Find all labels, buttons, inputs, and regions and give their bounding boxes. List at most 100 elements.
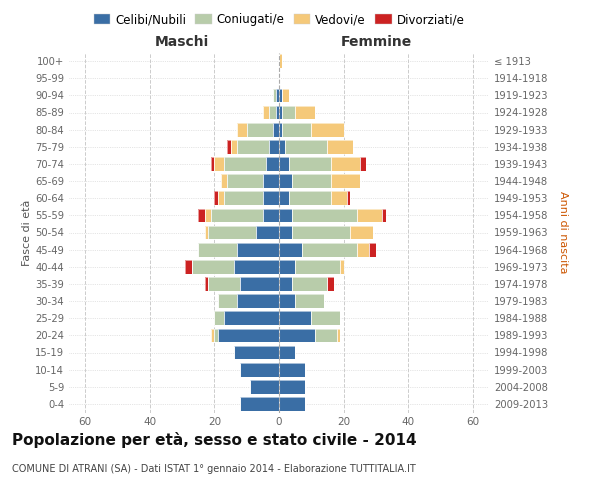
Bar xyxy=(347,192,350,205)
Bar xyxy=(328,277,334,291)
Bar xyxy=(224,157,266,171)
Bar xyxy=(211,328,214,342)
Bar xyxy=(279,226,292,239)
Bar xyxy=(192,260,234,274)
Bar xyxy=(214,192,218,205)
Bar xyxy=(230,140,237,153)
Text: Popolazione per età, sesso e stato civile - 2014: Popolazione per età, sesso e stato civil… xyxy=(12,432,416,448)
Bar xyxy=(208,277,240,291)
Bar xyxy=(340,260,344,274)
Bar xyxy=(263,106,269,120)
Bar xyxy=(234,346,279,360)
Bar xyxy=(360,157,366,171)
Y-axis label: Fasce di età: Fasce di età xyxy=(22,200,32,266)
Bar xyxy=(211,208,263,222)
Bar xyxy=(279,226,292,239)
Bar xyxy=(331,157,360,171)
Bar xyxy=(211,157,214,171)
Bar xyxy=(230,140,237,153)
Bar xyxy=(292,226,350,239)
Bar xyxy=(279,328,314,342)
Bar xyxy=(331,174,360,188)
Bar xyxy=(350,226,373,239)
Bar xyxy=(198,243,237,256)
Bar xyxy=(218,294,237,308)
Bar xyxy=(337,328,340,342)
Bar xyxy=(269,106,276,120)
Bar xyxy=(205,277,208,291)
Bar xyxy=(276,106,279,120)
Bar xyxy=(350,226,373,239)
Bar xyxy=(279,294,295,308)
Bar xyxy=(205,226,208,239)
Bar xyxy=(276,88,279,102)
Bar xyxy=(328,140,353,153)
Bar xyxy=(279,380,305,394)
Bar xyxy=(279,260,295,274)
Bar xyxy=(295,294,324,308)
Bar xyxy=(237,243,279,256)
Bar xyxy=(240,397,279,411)
Bar xyxy=(279,88,282,102)
Bar xyxy=(240,397,279,411)
Bar xyxy=(370,243,376,256)
Bar xyxy=(237,140,269,153)
Bar xyxy=(269,140,279,153)
Bar xyxy=(331,192,347,205)
Bar xyxy=(214,157,224,171)
Bar xyxy=(227,174,263,188)
Bar xyxy=(240,277,279,291)
Bar xyxy=(328,140,353,153)
Bar xyxy=(279,243,302,256)
Bar xyxy=(214,328,218,342)
Bar xyxy=(279,140,286,153)
Bar xyxy=(263,192,279,205)
Bar xyxy=(237,123,247,136)
Bar xyxy=(263,208,279,222)
Bar xyxy=(382,208,386,222)
Bar xyxy=(272,88,276,102)
Bar xyxy=(286,140,328,153)
Text: COMUNE DI ATRANI (SA) - Dati ISTAT 1° gennaio 2014 - Elaborazione TUTTITALIA.IT: COMUNE DI ATRANI (SA) - Dati ISTAT 1° ge… xyxy=(12,464,416,474)
Bar xyxy=(198,243,237,256)
Bar xyxy=(328,277,334,291)
Bar xyxy=(234,260,279,274)
Bar xyxy=(292,226,350,239)
Bar xyxy=(286,140,328,153)
Bar xyxy=(211,157,214,171)
Bar xyxy=(289,192,331,205)
Bar xyxy=(311,312,340,325)
Bar xyxy=(198,208,205,222)
Bar xyxy=(292,174,331,188)
Bar xyxy=(302,243,356,256)
Bar xyxy=(214,192,218,205)
Bar xyxy=(356,208,382,222)
Bar xyxy=(205,226,208,239)
Bar xyxy=(276,88,279,102)
Bar xyxy=(340,260,344,274)
Bar xyxy=(269,140,279,153)
Bar xyxy=(356,243,370,256)
Bar xyxy=(185,260,192,274)
Bar xyxy=(218,192,224,205)
Bar xyxy=(279,123,282,136)
Bar xyxy=(279,157,289,171)
Bar xyxy=(221,174,227,188)
Bar xyxy=(279,157,289,171)
Bar xyxy=(295,260,340,274)
Bar xyxy=(234,346,279,360)
Bar xyxy=(224,192,263,205)
Bar xyxy=(224,192,263,205)
Bar xyxy=(256,226,279,239)
Text: Femmine: Femmine xyxy=(340,35,412,49)
Bar xyxy=(224,312,279,325)
Bar xyxy=(295,260,340,274)
Bar xyxy=(263,174,279,188)
Bar xyxy=(295,106,314,120)
Bar xyxy=(360,157,366,171)
Bar xyxy=(247,123,272,136)
Bar xyxy=(314,328,337,342)
Bar xyxy=(227,140,230,153)
Bar xyxy=(256,226,279,239)
Bar xyxy=(279,192,289,205)
